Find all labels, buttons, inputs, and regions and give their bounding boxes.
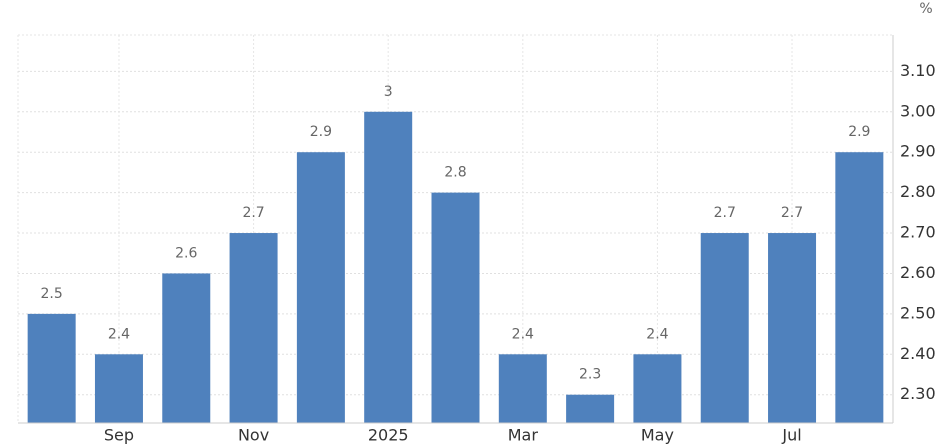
y-tick-label: 2.50	[900, 303, 936, 322]
bar	[431, 192, 480, 423]
y-tick-label: 3.00	[900, 101, 936, 120]
bar	[94, 354, 143, 423]
bar	[633, 354, 682, 423]
bar	[566, 394, 615, 423]
bar	[296, 152, 345, 424]
bar	[27, 313, 76, 423]
value-label: 2.8	[444, 165, 466, 181]
y-tick-label: 2.90	[900, 142, 936, 161]
x-tick-label: Nov	[238, 426, 269, 445]
y-tick-label: 3.10	[900, 61, 936, 80]
y-tick-label: 2.80	[900, 182, 936, 201]
bar	[364, 111, 413, 424]
bar	[700, 233, 749, 423]
value-label: 2.4	[646, 326, 668, 342]
bar	[768, 233, 817, 423]
value-label: 2.7	[714, 205, 736, 221]
x-tick-label: May	[641, 426, 674, 445]
x-tick-label: Jul	[781, 426, 801, 445]
value-label: 2.9	[310, 124, 332, 140]
value-label: 2.7	[781, 205, 803, 221]
x-tick-label: Sep	[104, 426, 134, 445]
bar	[229, 233, 278, 423]
y-tick-label: 2.60	[900, 263, 936, 282]
value-label: 2.5	[41, 286, 63, 302]
value-label: 2.4	[512, 326, 534, 342]
value-label: 3	[384, 84, 393, 100]
value-label: 2.7	[242, 205, 264, 221]
bar	[835, 152, 884, 424]
value-label: 2.4	[108, 326, 130, 342]
y-tick-label: 2.70	[900, 223, 936, 242]
x-tick-label: 2025	[368, 426, 409, 445]
value-label: 2.9	[848, 124, 870, 140]
value-label: 2.3	[579, 367, 601, 383]
value-label: 2.6	[175, 245, 197, 261]
bar	[498, 354, 547, 423]
x-tick-label: Mar	[508, 426, 539, 445]
y-tick-label: 2.30	[900, 384, 936, 403]
unit-label: %	[919, 1, 932, 17]
bar	[162, 273, 211, 423]
y-tick-label: 2.40	[900, 344, 936, 363]
